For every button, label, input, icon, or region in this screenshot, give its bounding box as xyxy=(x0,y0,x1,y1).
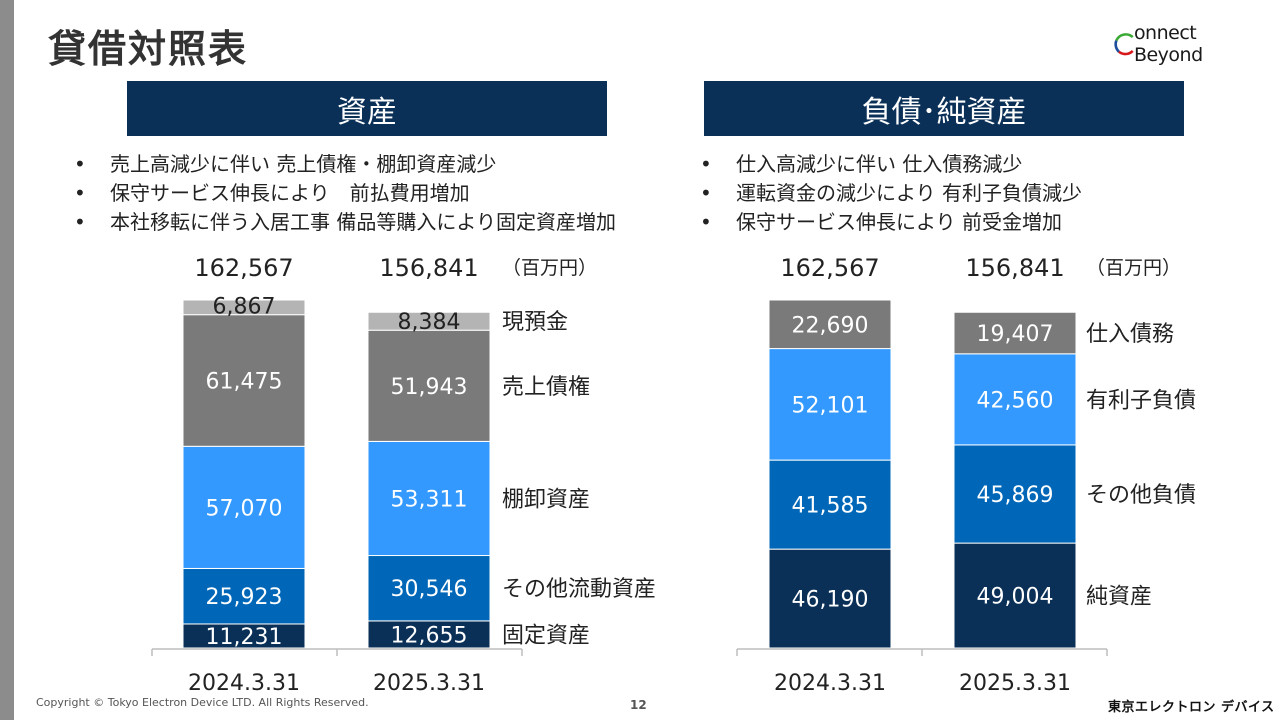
assets-bullet-list: 売上高減少に伴い 売上債権・棚卸資産減少 保守サービス伸長により 前払費用増加 … xyxy=(70,150,616,237)
data-label: 52,101 xyxy=(792,393,869,418)
bar-segment xyxy=(367,620,491,649)
data-label: 51,943 xyxy=(391,375,468,400)
liabilities-bullet: 保守サービス伸長により 前受金増加 xyxy=(696,208,1082,237)
bar-segment xyxy=(367,311,491,331)
bar-segment xyxy=(182,314,306,447)
liabilities-header: 負債･純資産 xyxy=(704,81,1184,136)
bar-segment xyxy=(953,542,1077,649)
bar-segment xyxy=(953,311,1077,355)
data-label: 30,546 xyxy=(391,577,468,602)
data-label: 25,923 xyxy=(206,585,283,610)
copyright-text: Copyright © Tokyo Electron Device LTD. A… xyxy=(36,696,369,709)
series-label: 仕入債務 xyxy=(1086,322,1174,347)
bar-segment xyxy=(182,567,306,625)
series-label: 純資産 xyxy=(1086,585,1152,610)
bar-segment xyxy=(182,445,306,569)
liabilities-bullet-list: 仕入高減少に伴い 仕入債務減少 運転資金の減少により 有利子負債減少 保守サービ… xyxy=(696,150,1082,237)
assets-bullet: 売上高減少に伴い 売上債権・棚卸資産減少 xyxy=(70,150,616,179)
bar-segment xyxy=(953,353,1077,446)
assets-bullet: 本社移転に伴う入居工事 備品等購入により固定資産増加 xyxy=(70,208,616,237)
data-label: 45,869 xyxy=(977,483,1054,508)
bar-segment xyxy=(768,348,892,461)
series-label: 売上債権 xyxy=(502,375,590,400)
data-label: 8,384 xyxy=(398,310,461,335)
data-label: 22,690 xyxy=(792,313,869,338)
left-accent-bar xyxy=(0,0,14,720)
series-label: 現預金 xyxy=(502,310,568,335)
series-label: その他流動資産 xyxy=(502,577,656,602)
data-label: 53,311 xyxy=(391,487,468,512)
x-tick-label: 2024.3.31 xyxy=(188,671,300,696)
bar-segment xyxy=(182,299,306,316)
series-label: 棚卸資産 xyxy=(502,487,590,512)
data-label: 19,407 xyxy=(977,322,1054,347)
assets-header: 資産 xyxy=(127,81,607,136)
bar-segment xyxy=(768,548,892,649)
brand-logo: onnect Beyond xyxy=(1112,22,1252,66)
liabilities-bullet: 運転資金の減少により 有利子負債減少 xyxy=(696,179,1082,208)
data-label: 57,070 xyxy=(206,496,283,521)
unit-label: （百万円） xyxy=(502,257,597,279)
data-label: 12,655 xyxy=(391,623,468,648)
x-tick-label: 2025.3.31 xyxy=(959,671,1071,696)
logo-text: onnect Beyond xyxy=(1133,22,1203,66)
data-label: 42,560 xyxy=(977,388,1054,413)
series-label: その他負債 xyxy=(1086,483,1196,508)
assets-bullet: 保守サービス伸長により 前払費用増加 xyxy=(70,179,616,208)
x-tick-label: 2024.3.31 xyxy=(774,671,886,696)
data-label: 41,585 xyxy=(792,494,869,519)
company-logo-text: 東京エレクトロン デバイス xyxy=(1108,700,1275,715)
page-title: 貸借対照表 xyxy=(48,27,249,71)
bar-segment xyxy=(768,459,892,550)
total-label: 162,567 xyxy=(194,254,293,282)
total-label: 156,841 xyxy=(379,254,478,282)
x-tick-label: 2025.3.31 xyxy=(373,671,485,696)
bar-segment xyxy=(367,440,491,557)
data-label: 46,190 xyxy=(792,588,869,613)
page-number: 12 xyxy=(630,698,647,712)
bar-segment xyxy=(367,555,491,622)
data-label: 6,867 xyxy=(213,295,276,320)
data-label: 11,231 xyxy=(206,625,283,650)
series-label: 固定資産 xyxy=(502,623,590,648)
bar-segment xyxy=(953,444,1077,544)
data-label: 61,475 xyxy=(206,370,283,395)
liabilities-bullet: 仕入高減少に伴い 仕入債務減少 xyxy=(696,150,1082,179)
unit-label: （百万円） xyxy=(1086,257,1181,279)
bar-segment xyxy=(768,299,892,350)
total-label: 156,841 xyxy=(965,254,1064,282)
c-ring-logo-icon xyxy=(1114,33,1134,56)
total-label: 162,567 xyxy=(780,254,879,282)
bar-segment xyxy=(367,329,491,442)
data-label: 49,004 xyxy=(977,585,1054,610)
series-label: 有利子負債 xyxy=(1086,388,1196,413)
